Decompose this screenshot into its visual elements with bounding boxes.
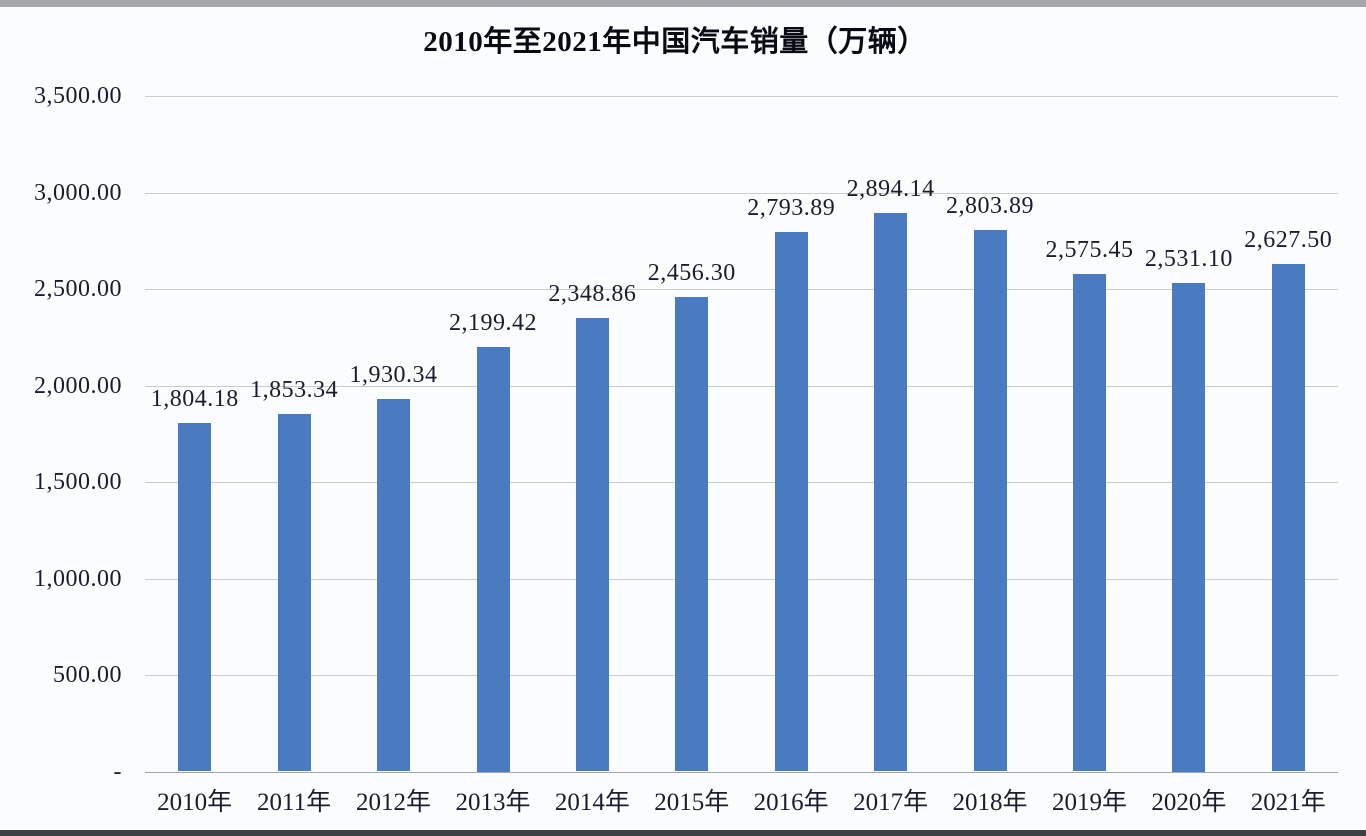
x-axis-tick-label: 2013年	[455, 789, 531, 816]
gridline	[145, 578, 1338, 580]
y-axis-tick-label: -	[113, 758, 122, 785]
photo-edge-top	[0, 0, 1366, 7]
photo-edge-bottom	[0, 830, 1366, 836]
chart-title: 2010年至2021年中国汽车销量（万辆）	[423, 26, 927, 58]
bar	[675, 297, 709, 772]
bar-value-label: 1,853.34	[250, 376, 339, 403]
x-axis-tick-label: 2021年	[1250, 789, 1326, 816]
x-axis-tick-label: 2014年	[554, 789, 630, 816]
x-axis-tick-label: 2019年	[1051, 789, 1128, 816]
bar-value-label: 2,803.89	[946, 193, 1034, 220]
x-axis-line	[145, 771, 1338, 773]
bar	[277, 413, 311, 772]
bar-value-label: 2,531.10	[1144, 246, 1233, 272]
bar	[575, 318, 609, 772]
bar-value-label: 2,894.14	[846, 175, 935, 202]
y-axis-tick-label: 3,500.00	[34, 83, 122, 109]
y-axis-tick-label: 1,500.00	[34, 469, 122, 495]
gridline	[145, 675, 1338, 676]
x-axis-tick-label: 2015年	[654, 789, 730, 816]
x-axis-tick-label: 2020年	[1151, 789, 1227, 816]
bar-value-label: 2,456.30	[647, 260, 736, 287]
x-axis-tick-label: 2010年	[157, 789, 233, 816]
bar-value-label: 2,575.45	[1045, 237, 1134, 264]
x-axis-tick-label: 2011年	[257, 789, 332, 816]
bar	[1073, 274, 1106, 772]
x-axis-tick-label: 2017年	[853, 789, 929, 816]
y-axis-tick-label: 3,000.00	[34, 179, 122, 206]
bar-value-label: 1,930.34	[349, 361, 438, 388]
gridline	[145, 96, 1338, 97]
y-axis-tick-label: 1,000.00	[34, 565, 122, 592]
bar	[476, 347, 510, 772]
bar	[973, 230, 1007, 772]
bar-value-label: 2,627.50	[1244, 227, 1333, 254]
gridline	[145, 385, 1338, 387]
bar-value-label: 2,793.89	[747, 195, 836, 222]
bar-value-label: 1,804.18	[150, 386, 239, 413]
gridline	[145, 482, 1338, 483]
bar	[874, 212, 908, 772]
gridline	[145, 192, 1338, 194]
y-axis-tick-label: 2,000.00	[34, 372, 122, 399]
y-axis-tick-label: 500.00	[53, 662, 122, 688]
bar	[377, 398, 410, 772]
bar-value-label: 2,199.42	[449, 310, 537, 336]
bar	[178, 423, 212, 772]
x-axis-tick-label: 2018年	[952, 789, 1028, 816]
x-axis-tick-label: 2012年	[355, 789, 432, 816]
gridline	[145, 289, 1338, 290]
bar	[1271, 264, 1305, 772]
bar-value-label: 2,348.86	[548, 281, 637, 308]
bar	[774, 232, 808, 772]
bar	[1172, 283, 1206, 772]
x-axis-tick-label: 2016年	[753, 789, 829, 816]
y-axis-tick-label: 2,500.00	[34, 276, 122, 302]
